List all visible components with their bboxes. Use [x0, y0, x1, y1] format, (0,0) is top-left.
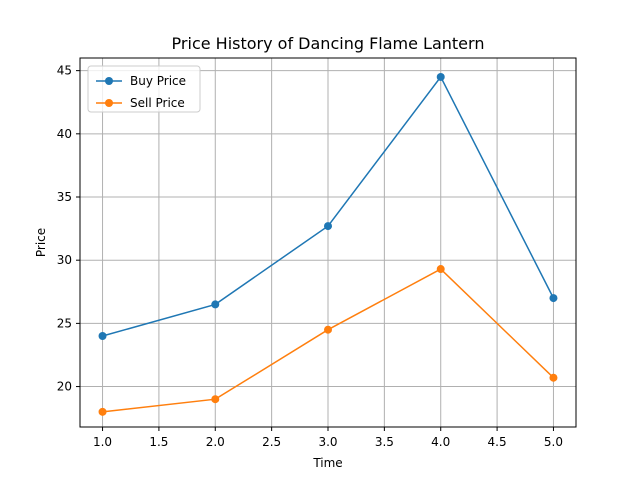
series-layer [98, 72, 558, 416]
x-tick-label: 1.0 [93, 435, 112, 449]
y-axis-label: Price [34, 228, 48, 257]
x-tick-label: 5.0 [544, 435, 563, 449]
legend-box [87, 65, 201, 113]
x-tick-label: 2.5 [262, 435, 281, 449]
x-tick-label: 3.5 [375, 435, 394, 449]
grid [80, 58, 576, 427]
x-tick-label: 4.0 [431, 435, 450, 449]
sell-price-point [211, 395, 220, 404]
buy-price-point [324, 222, 332, 231]
x-tick-label: 3.0 [318, 435, 337, 449]
legend-marker-buy-price [105, 77, 113, 85]
axis-ticks: 1.0 1.5 2.0 2.5 3.0 3.5 4.0 4.5 5.0 20 25 30 35 40 45 [57, 64, 563, 449]
sell-price-point [98, 407, 107, 416]
chart-title: Price History of Dancing Flame Lantern [172, 34, 485, 53]
sell-price-point [549, 373, 558, 382]
x-axis-label: Time [312, 456, 342, 470]
x-tick-label: 4.5 [488, 435, 507, 449]
buy-price-point [211, 300, 220, 309]
buy-price-point [549, 294, 558, 303]
x-tick-label: 2.0 [206, 435, 225, 449]
sell-price-point [324, 325, 332, 334]
buy-price-point [98, 332, 107, 341]
legend-label-sell-price: Sell Price [130, 96, 185, 110]
x-tick-label: 1.5 [149, 435, 168, 449]
y-tick-label: 25 [57, 316, 72, 330]
sell-price-point [436, 265, 445, 274]
y-tick-label: 45 [57, 64, 72, 78]
legend-label-buy-price: Buy Price [130, 74, 186, 88]
legend-marker-sell-price [105, 99, 113, 107]
y-tick-label: 35 [57, 190, 72, 204]
buy-price-point [436, 72, 445, 81]
y-tick-label: 30 [57, 253, 72, 267]
y-tick-label: 40 [57, 127, 72, 141]
y-tick-label: 20 [57, 380, 72, 394]
legend: Buy Price Sell Price [87, 65, 201, 113]
